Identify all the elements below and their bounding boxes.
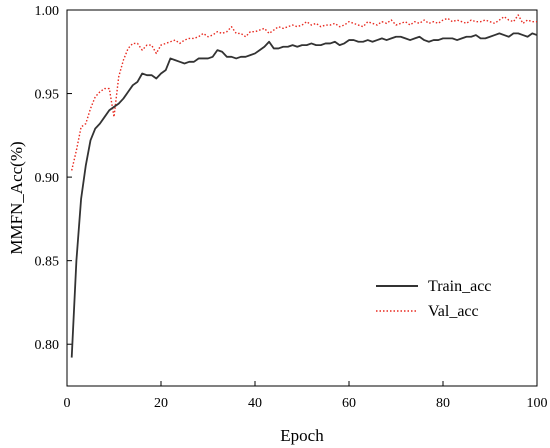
x-tick-label: 40 [248, 396, 262, 411]
series-line-val-acc [71, 14, 537, 171]
x-tick-label: 100 [527, 396, 548, 411]
y-tick-label: 0.80 [35, 338, 60, 353]
y-axis-ticks: 0.80 0.85 0.90 0.95 1.00 [35, 4, 72, 353]
x-tick-label: 80 [436, 396, 450, 411]
legend-label-train-acc: Train_acc [428, 278, 491, 295]
legend-label-val-acc: Val_acc [428, 303, 479, 320]
y-tick-label: 0.90 [35, 171, 60, 186]
y-axis-title: MMFN_Acc(%) [7, 141, 26, 254]
x-axis-title: Epoch [280, 426, 324, 445]
x-tick-label: 60 [342, 396, 356, 411]
y-tick-label: 0.85 [35, 255, 60, 270]
y-tick-label: 0.95 [35, 88, 60, 103]
x-axis-ticks: 0 20 40 60 80 100 [64, 381, 548, 411]
y-tick-label: 1.00 [35, 4, 60, 19]
x-tick-label: 20 [154, 396, 168, 411]
series-line-train-acc [70, 32, 538, 358]
series-layer [70, 14, 538, 358]
legend: Train_acc Val_acc [376, 278, 491, 320]
x-tick-label: 0 [64, 396, 71, 411]
plot-area-frame [66, 9, 538, 387]
